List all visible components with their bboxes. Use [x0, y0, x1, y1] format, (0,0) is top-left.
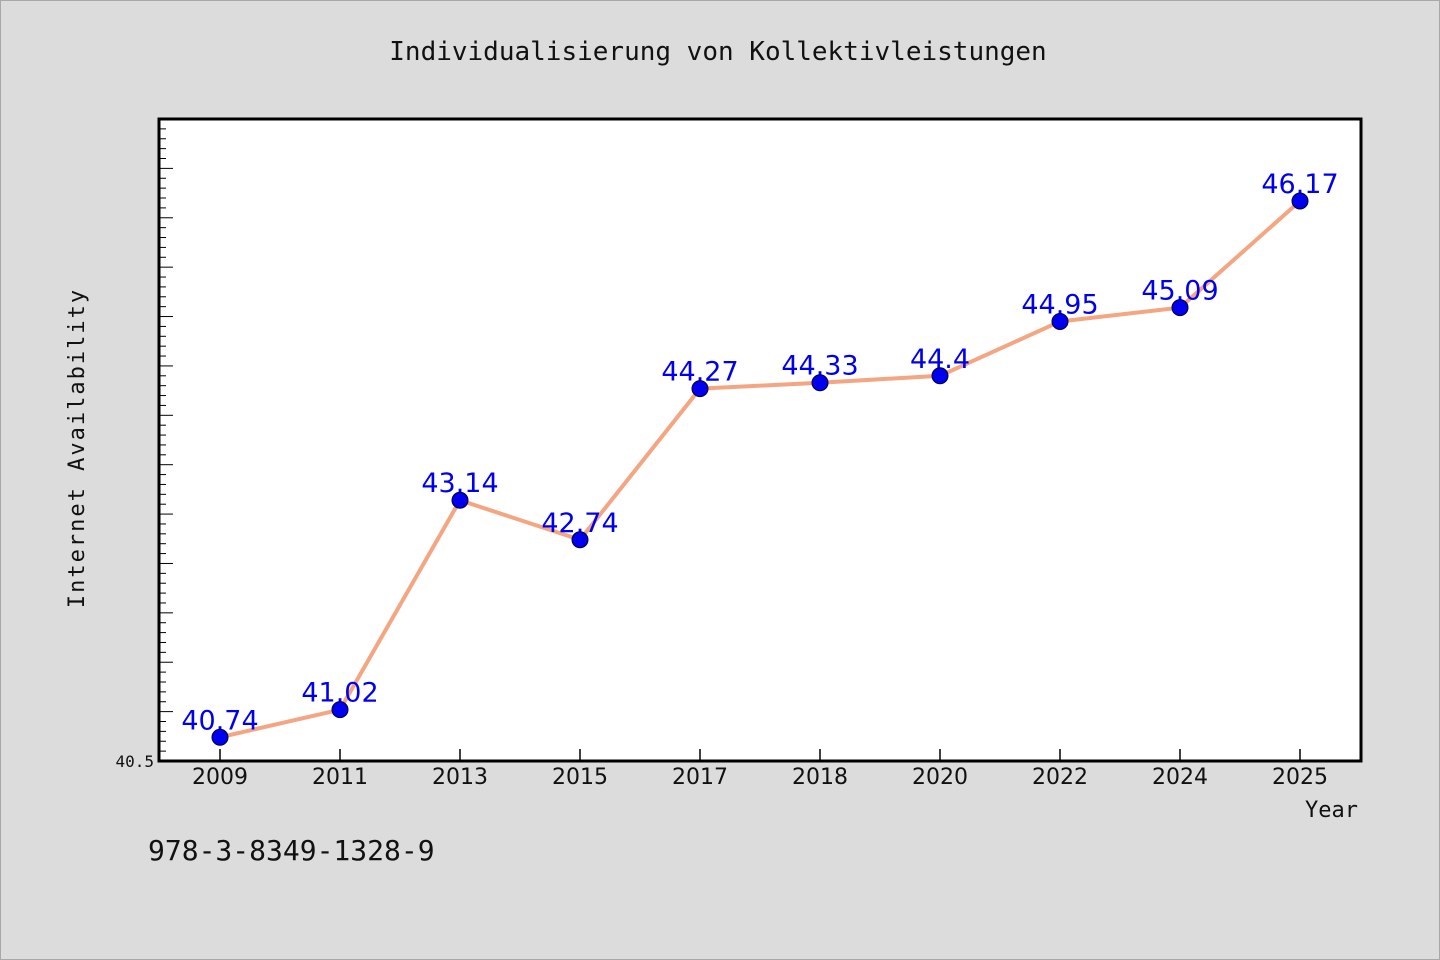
data-point: [1171, 299, 1189, 317]
x-tick-label: 2020: [912, 765, 968, 790]
plot-area: [157, 117, 1363, 763]
data-point: [1051, 312, 1069, 330]
x-tick-label: 2009: [192, 765, 248, 790]
y-axis-label: Internet Availability: [65, 288, 90, 608]
x-tick-label: 2024: [1152, 765, 1208, 790]
x-tick-label: 2015: [552, 765, 608, 790]
x-tick-label: 2018: [792, 765, 848, 790]
data-point: [211, 728, 229, 746]
x-tick-label: 2011: [312, 765, 368, 790]
x-tick-label: 2025: [1272, 765, 1328, 790]
isbn-label: 978-3-8349-1328-9: [148, 834, 435, 867]
data-point: [451, 491, 469, 509]
y-tick-label: 40.5: [115, 752, 154, 771]
x-tick-label: 2017: [672, 765, 728, 790]
data-point: [1291, 192, 1309, 210]
data-point: [571, 531, 589, 549]
x-axis-label: Year: [1305, 798, 1358, 823]
x-tick-label: 2022: [1032, 765, 1088, 790]
data-point: [811, 374, 829, 392]
data-point: [331, 701, 349, 719]
data-point: [931, 367, 949, 385]
data-point: [691, 380, 709, 398]
series-line: [219, 199, 1302, 740]
chart-title: Individualisierung von Kollektivleistung…: [389, 37, 1046, 67]
x-tick-label: 2013: [432, 765, 488, 790]
